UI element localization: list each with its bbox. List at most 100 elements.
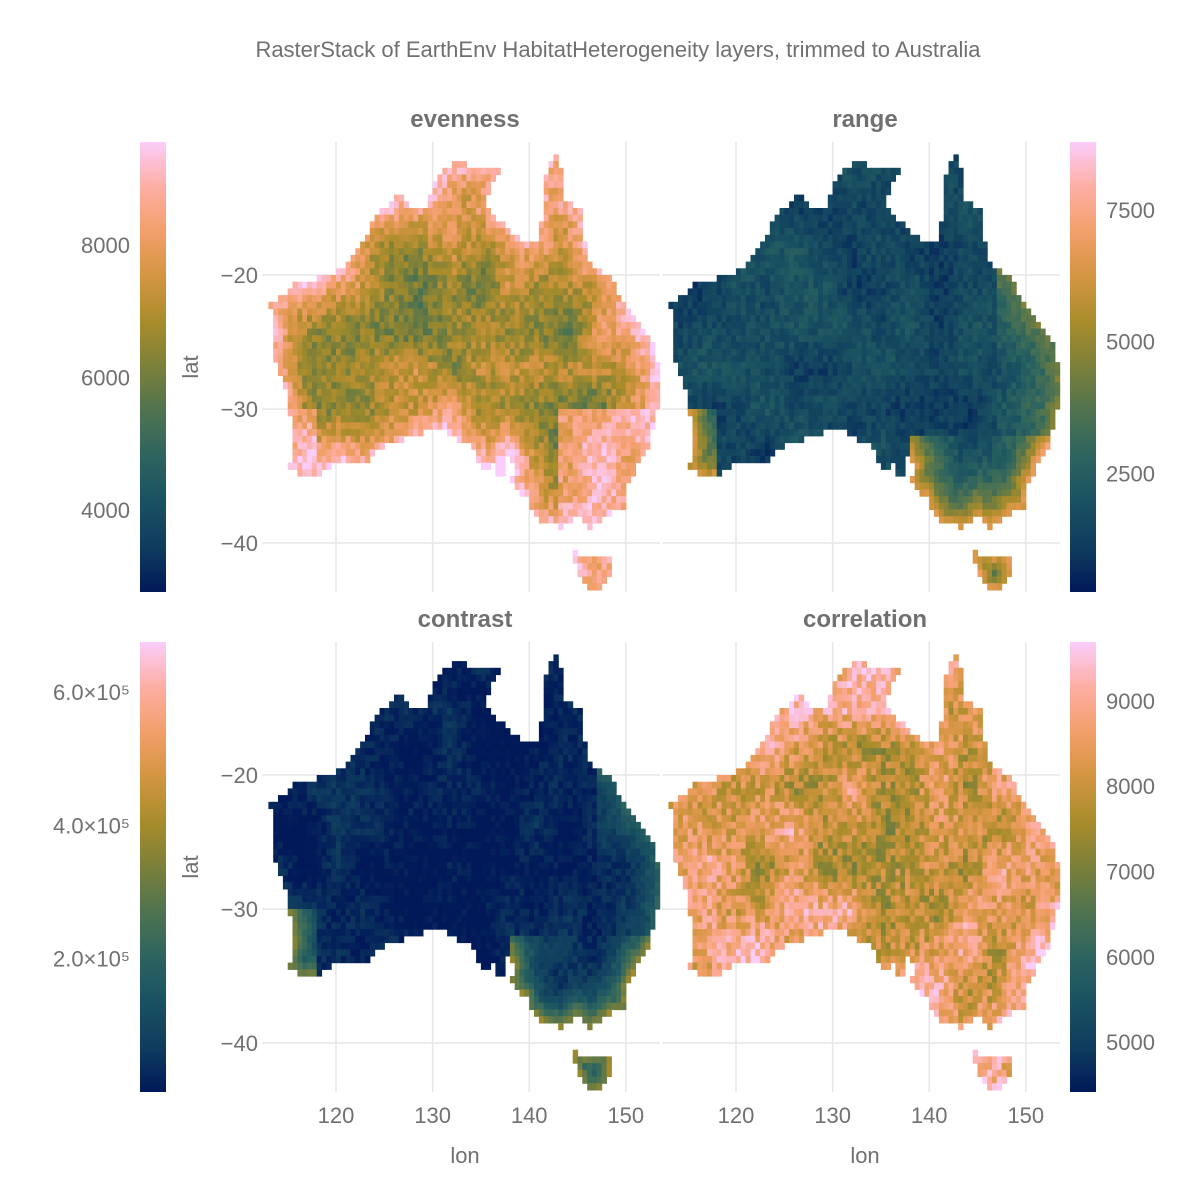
raster-cell [476,321,482,330]
raster-cell [967,328,974,336]
raster-cell [890,214,896,222]
raster-cell [953,295,959,303]
raster-cell [278,362,284,370]
raster-cell [529,382,535,390]
raster-cell [476,268,482,276]
raster-cell [558,362,564,370]
raster-cell [832,415,838,423]
raster-cell [577,308,583,316]
raster-cell [611,429,617,437]
raster-cell [842,261,848,269]
raster-cell [490,435,496,444]
raster-cell [311,281,318,289]
raster-cell [480,288,487,296]
raster-cell [769,388,776,397]
raster-cell [818,368,824,377]
raster-cell [755,281,761,289]
raster-cell [866,228,872,236]
raster-cell [755,321,761,330]
raster-cell [635,375,641,383]
raster-cell [827,368,834,377]
raster-cell [765,388,771,397]
raster-cell [861,161,867,169]
raster-cell [534,275,540,283]
raster-cell [905,308,911,316]
raster-cell [418,362,424,370]
raster-cell [1025,348,1032,356]
raster-cell [577,228,583,236]
colorbar-tick-label: 4000 [81,498,130,523]
raster-cell [827,268,834,276]
raster-cell [871,355,877,363]
raster-cell [914,254,921,263]
raster-cell [1006,328,1012,336]
raster-cell [1030,395,1036,403]
raster-cell [331,321,337,330]
raster-cell [509,268,516,276]
raster-cell [490,402,496,410]
raster-cell [847,375,853,383]
raster-cell [630,409,636,417]
raster-cell [808,254,814,263]
raster-cell [394,228,400,236]
raster-cell [311,449,318,457]
raster-cell [808,362,814,370]
raster-cell [577,362,583,370]
raster-cell [876,288,882,296]
raster-cell [687,368,694,377]
raster-cell [948,328,954,336]
raster-cell [876,308,882,316]
raster-cell [321,308,327,316]
raster-cell [654,402,661,410]
raster-cell [311,348,318,356]
raster-cell [1035,342,1041,350]
raster-cell [779,208,785,216]
raster-cell [707,308,713,316]
raster-cell [485,388,492,397]
raster-cell [432,254,438,263]
raster-cell [466,321,472,330]
raster-cell [808,342,814,350]
raster-cell [529,328,535,336]
raster-cell [408,375,414,383]
raster-cell [355,415,361,423]
raster-cell [592,516,598,524]
raster-cell [736,382,742,390]
raster-cell [953,315,959,323]
raster-cell [813,248,819,256]
raster-cell [630,328,636,336]
raster-cell [726,275,732,283]
raster-cell [750,382,756,390]
raster-cell [321,382,327,390]
raster-cell [803,241,809,249]
raster-cell [851,254,858,263]
raster-cell [996,281,1003,289]
raster-cell [890,321,896,330]
raster-cell [692,335,698,343]
raster-cell [369,415,376,423]
raster-cell [856,402,863,410]
raster-cell [543,208,550,216]
raster-cell [403,395,409,403]
raster-cell [630,435,636,444]
raster-cell [558,254,564,263]
raster-cell [750,355,756,363]
raster-cell [553,248,559,256]
raster-cell [924,395,930,403]
raster-cell [755,275,761,283]
raster-cell [1001,355,1007,363]
raster-cell [1011,288,1017,296]
raster-cell [837,362,843,370]
raster-cell [538,388,545,397]
raster-cell [1045,382,1051,390]
raster-cell [592,308,598,316]
raster-cell [278,308,284,316]
raster-cell [403,214,409,222]
raster-cell [316,335,323,343]
raster-cell [592,348,598,356]
raster-cell [630,422,636,430]
raster-cell [466,328,472,336]
raster-cell [779,261,785,269]
raster-cell [490,348,496,356]
raster-cell [389,268,395,276]
